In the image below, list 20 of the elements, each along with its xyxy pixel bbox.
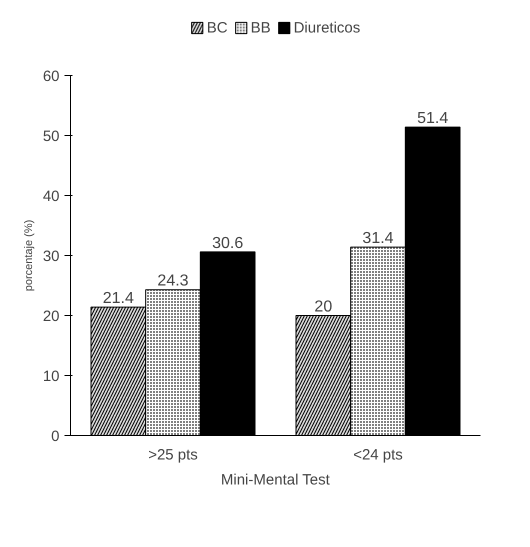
data-label: 24.3 xyxy=(157,272,189,290)
y-tick-label: 40 xyxy=(42,188,60,205)
legend-label: Diureticos xyxy=(294,19,360,36)
y-tick-label: 60 xyxy=(42,68,60,85)
x-tick-label: <24 pts xyxy=(353,446,403,464)
y-tick-label: 50 xyxy=(42,128,60,145)
data-label: 31.4 xyxy=(362,230,394,248)
data-label: 20 xyxy=(314,298,332,316)
y-axis-title: porcentaje (%) xyxy=(22,220,35,292)
x-tick-label: >25 pts xyxy=(148,446,198,464)
legend-label: BC xyxy=(206,19,228,36)
x-axis-title: Mini-Mental Test xyxy=(220,472,331,488)
y-tick-label: 10 xyxy=(42,368,60,385)
y-tick-label: 0 xyxy=(51,428,60,445)
legend-label: BB xyxy=(250,19,271,36)
y-tick-label: 20 xyxy=(42,308,60,325)
data-label: 51.4 xyxy=(417,110,448,128)
y-tick-label: 30 xyxy=(42,248,60,265)
data-label: 30.6 xyxy=(212,234,244,252)
data-label: 21.4 xyxy=(102,290,134,308)
